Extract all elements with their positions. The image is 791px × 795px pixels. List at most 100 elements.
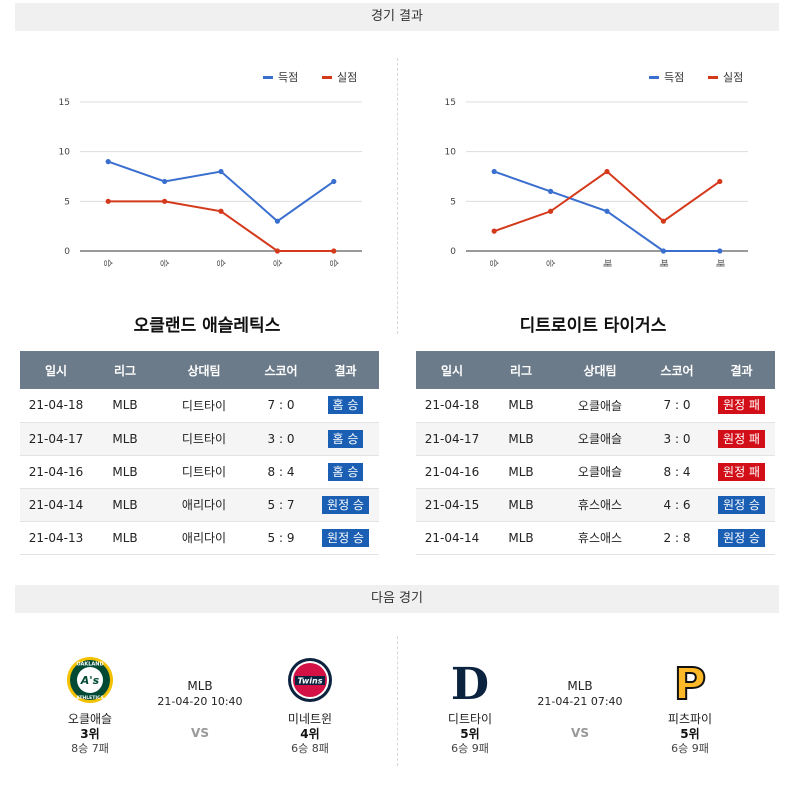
cell-league: MLB xyxy=(92,389,158,423)
cell-score: 3 : 0 xyxy=(250,422,312,456)
legend-scored: 득점 xyxy=(664,71,684,84)
legend-allowed-swatch xyxy=(708,76,718,79)
away-team[interactable]: P 피츠파이 5위 6승 9패 xyxy=(640,656,740,756)
data-point-scored xyxy=(660,248,666,254)
next-game-card[interactable]: D 디트타이 5위 6승 9패 MLB 21-04-21 07:40 VS P … xyxy=(420,650,720,760)
header-score: 스코어 xyxy=(646,351,708,389)
y-tick-label: 10 xyxy=(445,148,457,158)
x-tick-label: 패 xyxy=(657,259,668,267)
data-point-allowed xyxy=(660,218,666,224)
vs-label: VS xyxy=(571,726,589,740)
cell-score: 8 : 4 xyxy=(250,455,312,489)
data-point-allowed xyxy=(218,208,224,214)
athletics-logo-text: OAKLAND xyxy=(76,662,103,668)
y-tick-label: 15 xyxy=(59,98,70,108)
x-tick-label: 승 xyxy=(215,259,226,267)
cell-date: 21-04-17 xyxy=(416,422,488,456)
cell-result: 원정 승 xyxy=(312,521,379,555)
table-header-row: 일시 리그 상대팀 스코어 결과 xyxy=(416,351,775,389)
x-tick-label: 패 xyxy=(601,259,612,267)
cell-date: 21-04-14 xyxy=(416,521,488,555)
cell-opponent: 오클애슬 xyxy=(554,422,646,456)
team-name: 오클애슬 xyxy=(67,712,113,726)
cell-score: 8 : 4 xyxy=(646,455,708,489)
match-time: 21-04-20 10:40 xyxy=(157,695,243,708)
home-team[interactable]: OAKLAND ATHLETICS A's 오클애슬 3위 8승 7패 xyxy=(40,656,140,756)
data-point-allowed xyxy=(604,168,610,175)
cell-league: MLB xyxy=(488,422,554,456)
result-badge: 홈 승 xyxy=(327,429,364,448)
next-game-card[interactable]: OAKLAND ATHLETICS A's 오클애슬 3위 8승 7패 MLB … xyxy=(40,650,340,760)
athletics-logo-text-bottom: ATHLETICS xyxy=(76,695,104,701)
header-league: 리그 xyxy=(92,351,158,389)
header-opponent: 상대팀 xyxy=(158,351,250,389)
section-divider xyxy=(397,636,398,766)
data-point-allowed xyxy=(491,228,497,234)
cell-opponent: 휴스애스 xyxy=(554,488,646,522)
section-divider xyxy=(397,58,398,334)
x-tick-label: 승 xyxy=(102,259,113,267)
cell-date: 21-04-13 xyxy=(20,521,92,555)
match-league: MLB xyxy=(187,679,213,693)
result-badge: 원정 패 xyxy=(718,396,765,415)
y-tick-label: 10 xyxy=(59,148,71,158)
twins-logo-icon: Twins xyxy=(286,656,334,704)
cell-date: 21-04-15 xyxy=(416,488,488,522)
team-name: 피츠파이 xyxy=(667,712,713,726)
table-row: 21-04-16 MLB 오클애슬 8 : 4 원정 패 xyxy=(416,455,775,489)
cell-date: 21-04-17 xyxy=(20,422,92,456)
cell-league: MLB xyxy=(488,389,554,423)
legend-allowed: 실점 xyxy=(337,71,357,84)
x-tick-label: 승 xyxy=(328,259,339,267)
twins-logo-text: Twins xyxy=(298,677,323,686)
y-tick-label: 15 xyxy=(445,98,456,108)
table-header-row: 일시 리그 상대팀 스코어 결과 xyxy=(20,351,379,389)
table-row: 21-04-14 MLB 휴스애스 2 : 8 원정 승 xyxy=(416,521,775,555)
cell-score: 5 : 9 xyxy=(250,521,312,555)
table-row: 21-04-15 MLB 휴스애스 4 : 6 원정 승 xyxy=(416,488,775,522)
cell-result: 원정 승 xyxy=(312,488,379,522)
cell-date: 21-04-18 xyxy=(416,389,488,423)
y-tick-label: 5 xyxy=(64,197,70,207)
header-date: 일시 xyxy=(20,351,92,389)
x-tick-label: 승 xyxy=(271,259,282,267)
result-badge: 원정 패 xyxy=(718,462,765,481)
cell-league: MLB xyxy=(92,488,158,522)
header-date: 일시 xyxy=(416,351,488,389)
right-team-chart: 득점 실점 0 5 10 15 승 승 패 패 패 xyxy=(406,58,786,280)
team-record: 6승 9패 xyxy=(451,742,489,755)
header-result: 결과 xyxy=(708,351,775,389)
result-badge: 원정 승 xyxy=(322,495,369,514)
x-tick-label: 승 xyxy=(545,259,556,267)
data-point-scored xyxy=(491,168,497,175)
away-team[interactable]: Twins 미네트윈 4위 6승 8패 xyxy=(260,656,360,756)
cell-league: MLB xyxy=(488,488,554,522)
header-result: 결과 xyxy=(312,351,379,389)
pirates-logo-mark: P xyxy=(674,659,706,704)
home-team[interactable]: D 디트타이 5위 6승 9패 xyxy=(420,656,520,756)
data-point-scored xyxy=(218,168,224,175)
cell-score: 2 : 8 xyxy=(646,521,708,555)
left-chart-svg: 득점 실점 0 5 10 15 승 승 승 승 승 xyxy=(59,71,362,267)
result-badge: 원정 승 xyxy=(718,495,765,514)
team-rank: 5위 xyxy=(680,727,700,741)
team-name: 미네트윈 xyxy=(287,712,333,726)
cell-score: 4 : 6 xyxy=(646,488,708,522)
cell-result: 원정 패 xyxy=(708,422,775,456)
team-record: 6승 8패 xyxy=(291,742,329,755)
table-row: 21-04-14 MLB 애리다이 5 : 7 원정 승 xyxy=(20,488,379,522)
cell-score: 7 : 0 xyxy=(646,389,708,423)
cell-league: MLB xyxy=(92,521,158,555)
table-row: 21-04-17 MLB 오클애슬 3 : 0 원정 패 xyxy=(416,422,775,456)
tigers-logo-icon: D xyxy=(446,656,494,704)
legend-scored: 득점 xyxy=(278,71,298,84)
data-point-allowed xyxy=(162,198,168,204)
team-name: 디트타이 xyxy=(447,712,493,726)
cell-result: 홈 승 xyxy=(312,455,379,489)
cell-league: MLB xyxy=(92,455,158,489)
athletics-logo-mark: A's xyxy=(80,674,100,687)
left-team-title: 오클랜드 애슬레틱스 xyxy=(133,316,281,336)
cell-result: 원정 패 xyxy=(708,389,775,423)
cell-date: 21-04-16 xyxy=(20,455,92,489)
